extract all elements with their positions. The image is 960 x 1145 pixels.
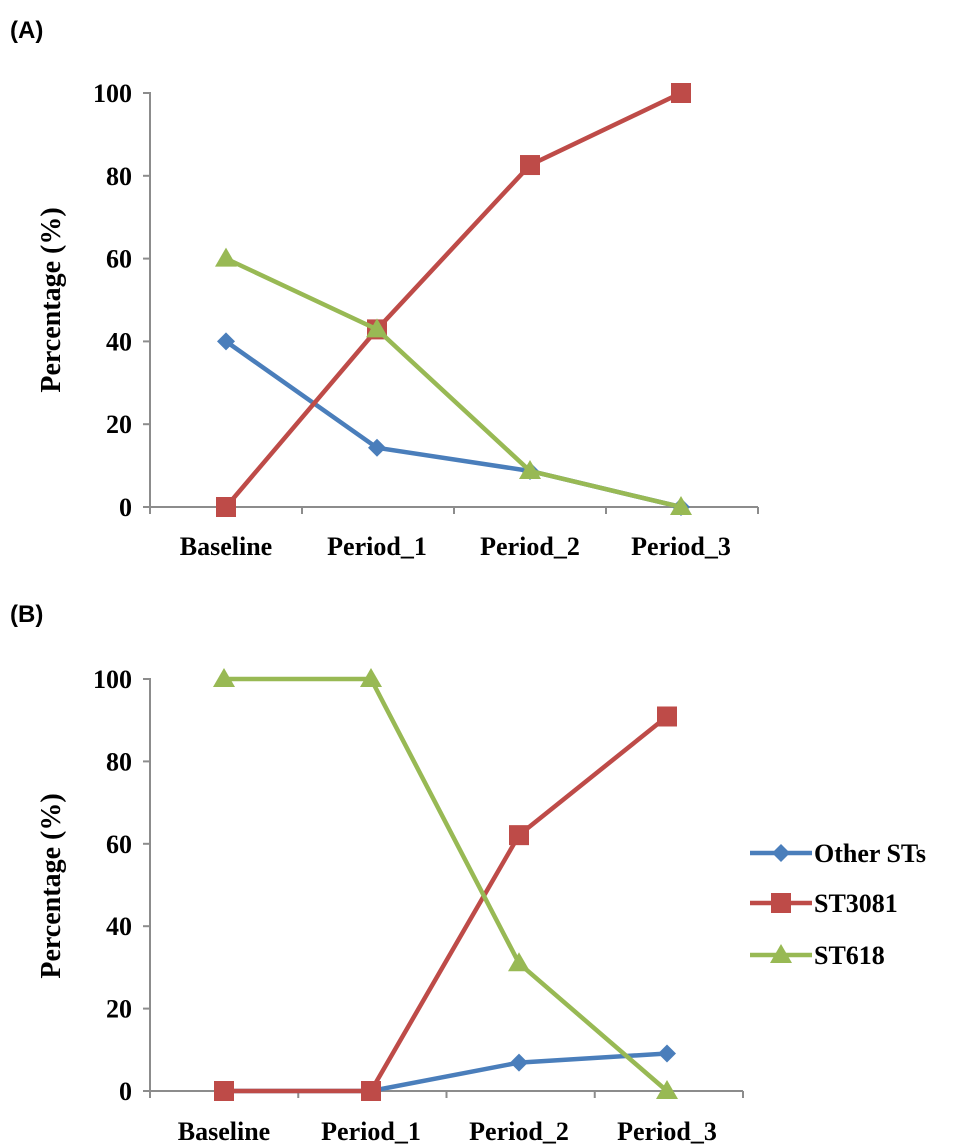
panel-b-point-other-sts (510, 1053, 528, 1072)
panel-b-x-tick-label: Period_1 (321, 1117, 421, 1145)
panel-a-x-tick-label: Period_3 (631, 532, 731, 561)
legend-label: ST3081 (814, 889, 898, 918)
panel-b-y-tick-label: 60 (106, 830, 132, 859)
panel-a-point-st618 (215, 247, 237, 267)
legend-marker-diamond (772, 844, 790, 862)
legend-marker-triangle (770, 944, 792, 963)
panel-a-x-tick-label: Period_2 (480, 532, 580, 561)
panel-b-y-tick-label: 20 (106, 995, 132, 1024)
panel-b-plot: 0 20 40 60 80 100 Baseline Period_1 Period_2 Peri… (93, 665, 744, 1145)
panel-a-point-st3081 (520, 155, 540, 176)
panel-b-label: (B) (10, 601, 43, 628)
panel-b-y-tick-label: 40 (106, 912, 132, 941)
panel-a-x-tick-label: Baseline (180, 532, 272, 561)
panel-a-y-tick-label: 100 (93, 79, 132, 108)
panel-a-y-tick-label: 40 (106, 327, 132, 356)
panel-b-x-tick-label: Period_2 (469, 1117, 569, 1145)
legend: Other STs ST3081 ST618 (750, 839, 926, 970)
panel-b-series-line-st3081 (224, 714, 669, 1094)
panel-b-y-axis-label: Percentage (%) (36, 793, 67, 978)
panel-b-point-st618 (213, 668, 235, 687)
legend-label: ST618 (814, 941, 885, 970)
panel-a-point-st618 (519, 459, 541, 479)
panel-b-point-other-sts (658, 1044, 676, 1063)
panel-a-y-tick-label: 20 (106, 410, 132, 439)
panel-b-y-tick-label: 0 (119, 1077, 132, 1106)
panel-a-point-st618 (366, 318, 388, 338)
panel-a-point-st3081 (671, 83, 691, 103)
panel-a-series-line-st3081 (224, 90, 682, 509)
panel-a-point-other-sts (217, 332, 235, 351)
panel-b-point-st3081 (361, 1081, 381, 1101)
panel-b-x-tick-label: Period_3 (617, 1117, 717, 1145)
panel-b-point-st618 (360, 668, 382, 687)
panel-a-point-st618 (670, 496, 692, 515)
legend-marker-square (771, 893, 791, 913)
panel-b-x-tick-label: Baseline (178, 1117, 270, 1145)
panel-a-point-st3081 (216, 497, 236, 517)
panel-b-point-st618 (508, 952, 530, 972)
panel-b-point-st3081 (509, 825, 529, 846)
panel-a-y-tick-label: 0 (119, 493, 132, 522)
panel-b-point-st3081 (657, 706, 677, 727)
panel-b-y-tick-label: 80 (106, 747, 132, 776)
panel-a-y-tick-label: 60 (106, 245, 132, 274)
panel-a-x-tick-label: Period_1 (327, 532, 427, 561)
panel-a-point-other-sts (368, 438, 386, 457)
panel-b-y-tick-label: 100 (93, 665, 132, 694)
legend-label: Other STs (814, 839, 926, 868)
panel-b-point-st618 (656, 1080, 678, 1099)
panel-b-point-st3081 (214, 1081, 234, 1101)
panel-a-series-line-st618 (225, 256, 682, 510)
panel-b-series-line-other-sts (224, 1051, 668, 1094)
panel-a: (A) Percentage (%) 0 20 40 60 80 100 Baseline P… (10, 17, 759, 561)
panel-b-series-line-st618 (224, 676, 669, 1093)
panel-a-y-axis-label: Percentage (%) (36, 207, 67, 392)
panel-a-plot: 0 20 40 60 80 100 Baseline Period_1 Period_2 Peri… (93, 79, 759, 561)
panel-a-y-tick-label: 80 (106, 162, 132, 191)
panel-a-label: (A) (10, 17, 43, 44)
panel-b: (B) Percentage (%) 0 20 40 60 80 100 Baseline P… (10, 601, 744, 1145)
